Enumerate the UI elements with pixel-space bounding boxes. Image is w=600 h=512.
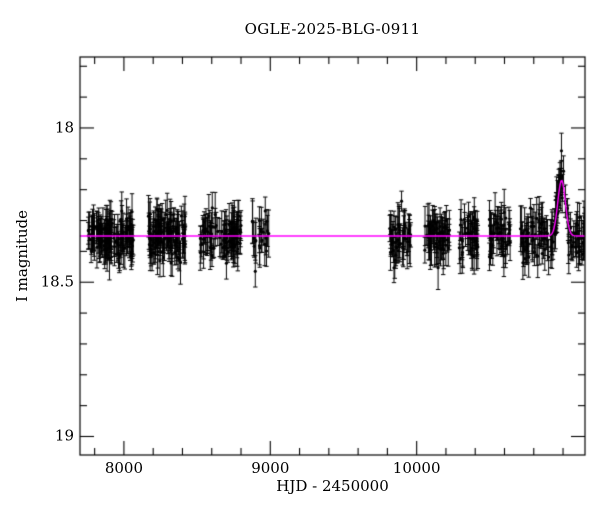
y-tick-label: 19 xyxy=(54,426,74,445)
x-tick-label: 9000 xyxy=(251,459,290,477)
y-axis-label: I magnitude xyxy=(13,209,31,303)
x-tick-label: 8000 xyxy=(104,459,143,477)
chart-title: OGLE-2025-BLG-0911 xyxy=(244,20,421,38)
x-axis-label: HJD - 2450000 xyxy=(276,477,389,495)
y-tick-label: 18.5 xyxy=(40,272,74,291)
x-tick-label: 10000 xyxy=(392,459,441,477)
y-tick-label: 18 xyxy=(54,118,74,137)
